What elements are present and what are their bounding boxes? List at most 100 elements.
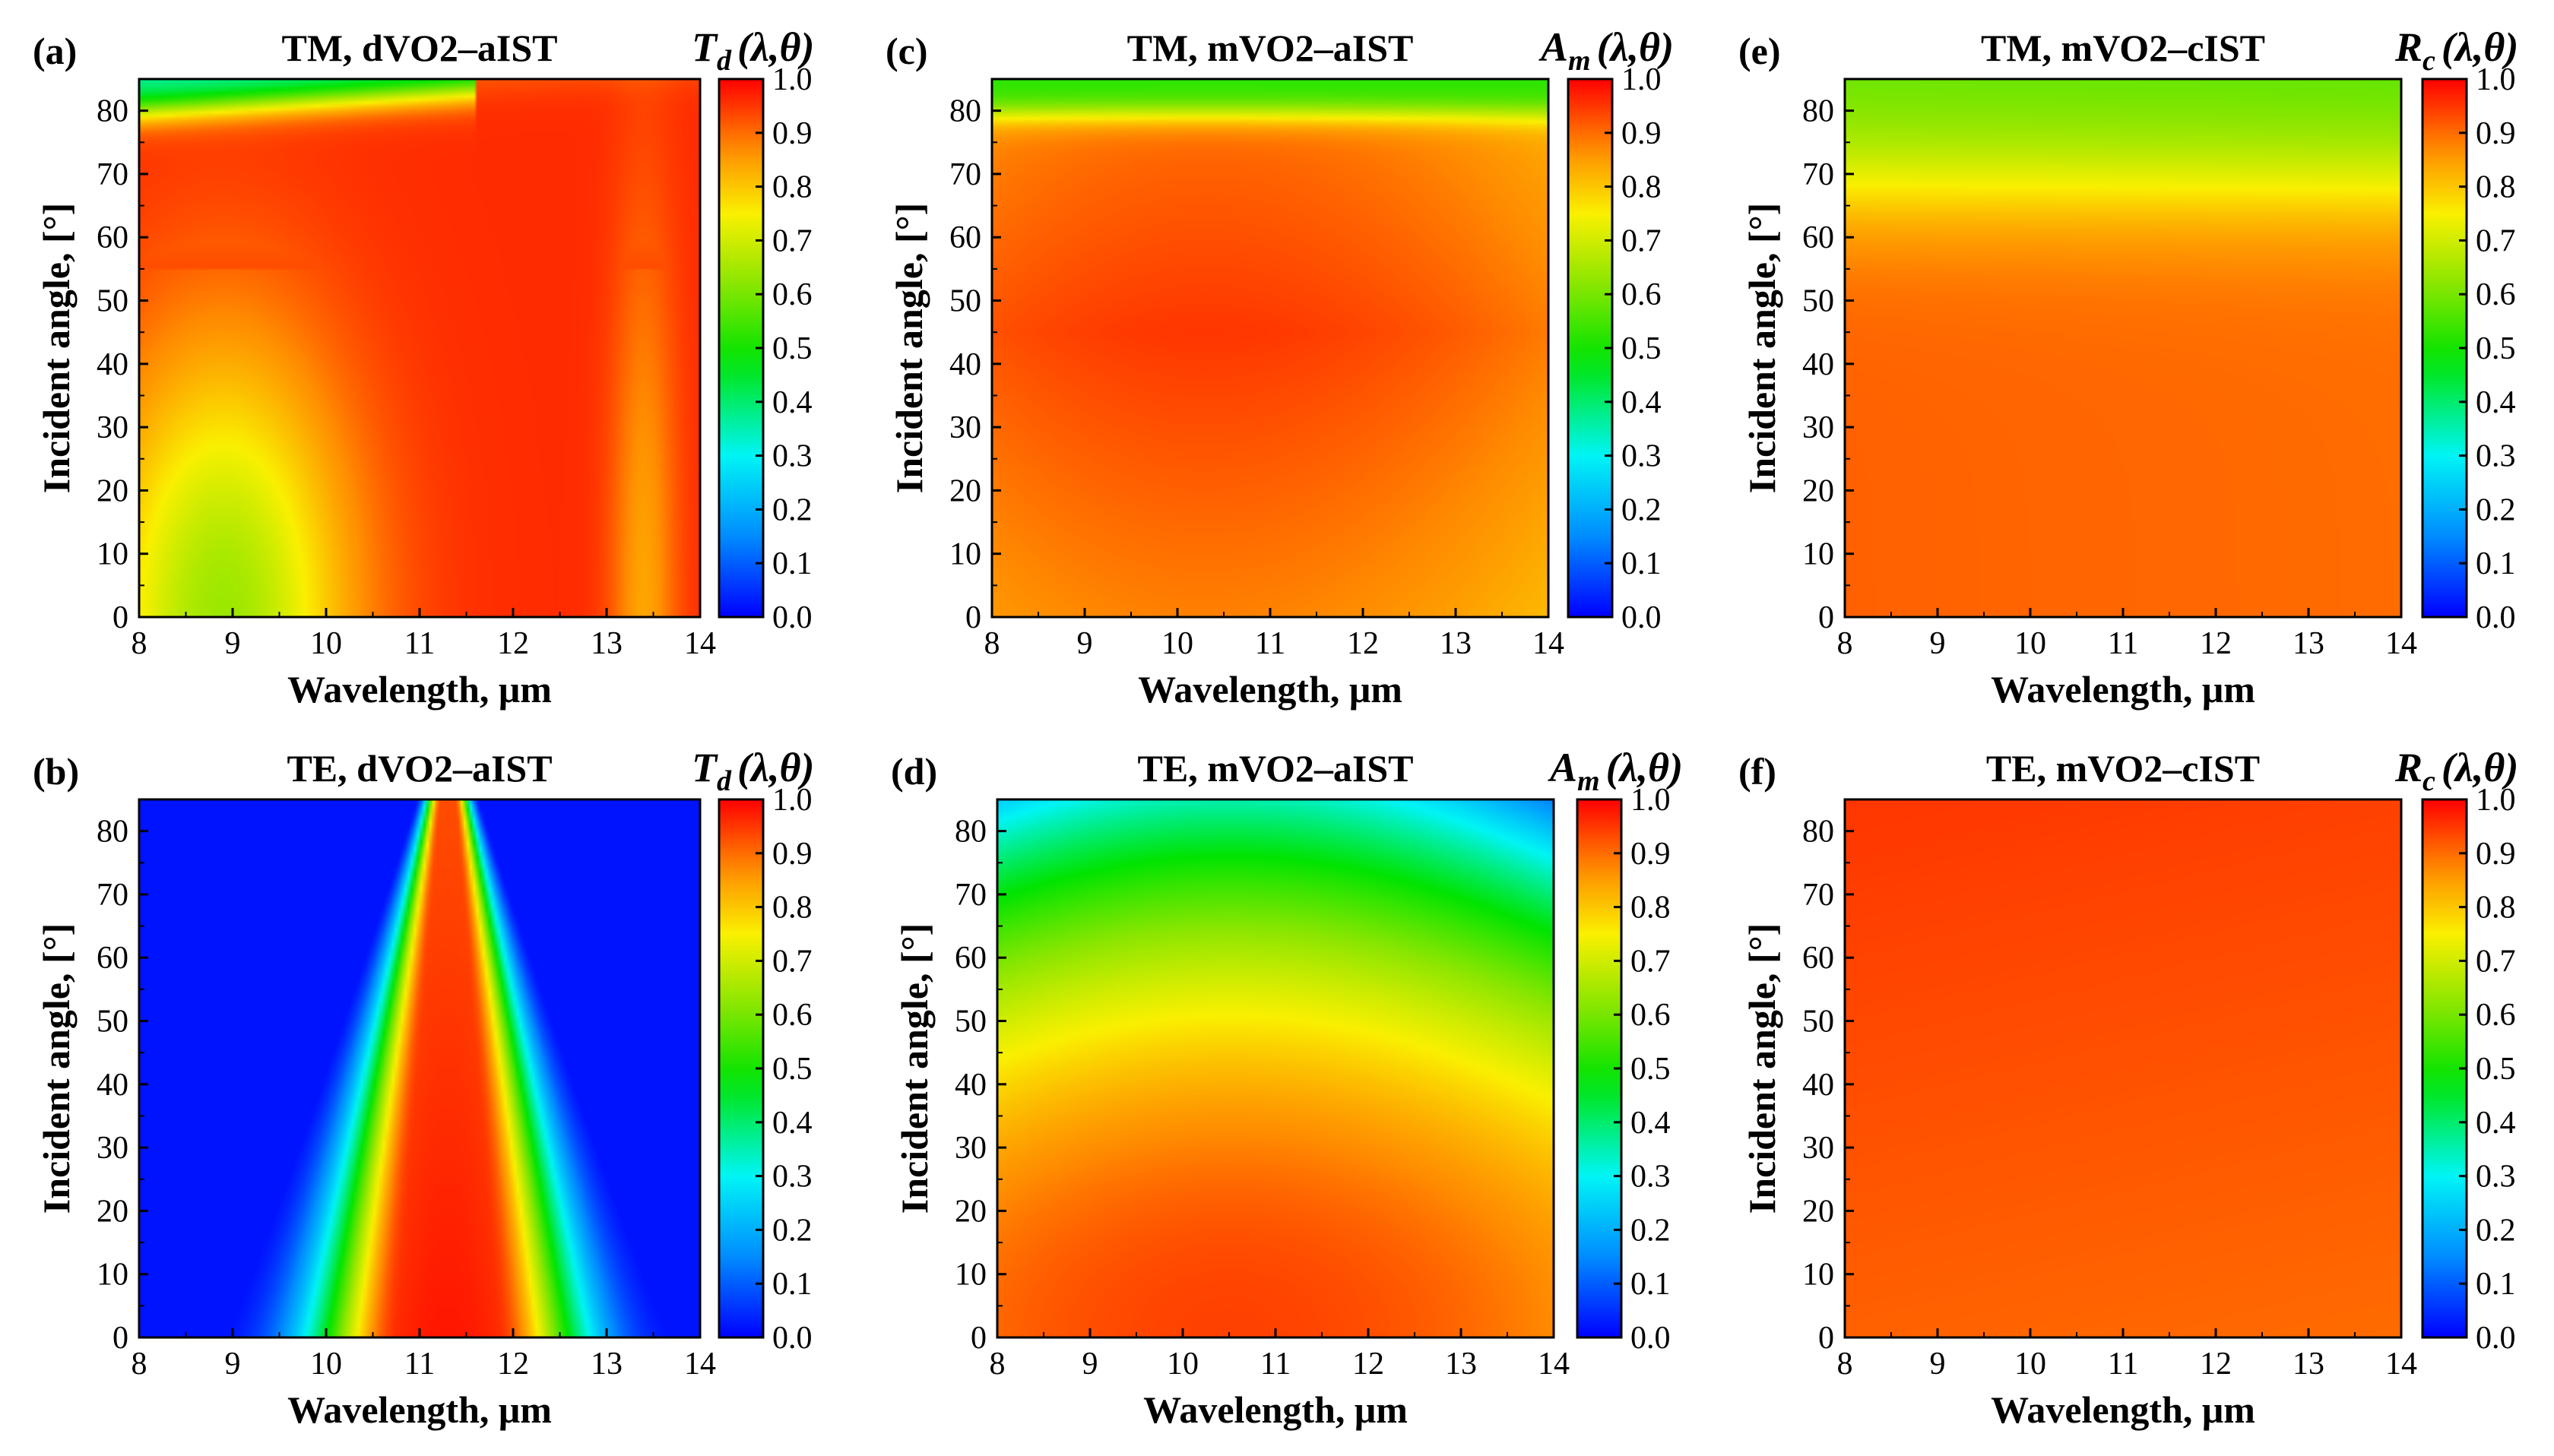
x-tick-label: 9 (1082, 1347, 1098, 1382)
colorbar-tick-label: 1.0 (2476, 783, 2516, 818)
y-axis-label: Incident angle, [°] (35, 923, 78, 1214)
y-tick-label: 50 (97, 1005, 128, 1040)
y-tick-label: 10 (949, 537, 981, 572)
colorbar-tick-label: 0.3 (1621, 439, 1662, 474)
y-tick-label: 10 (97, 537, 128, 572)
x-tick-label: 14 (2385, 1347, 2417, 1382)
colorbar-tick-label: 0.9 (2476, 837, 2516, 872)
panel-a: 8 9 10 11 12 13 14 0 10 20 30 40 50 60 70 80 Wavelength,… (33, 24, 814, 711)
x-axis-label: Wavelength, μm (287, 668, 552, 711)
y-tick-label: 60 (955, 941, 987, 976)
colorbar-tick-label: 0.1 (2476, 1267, 2516, 1302)
colorbar-tick-label: 0.3 (2476, 1160, 2516, 1195)
x-tick-label: 10 (2014, 1347, 2046, 1382)
colorbar-tick-label: 0.6 (2476, 998, 2516, 1033)
y-tick-label: 30 (1802, 410, 1834, 445)
y-tick-label: 0 (112, 1321, 128, 1356)
panel-title: TM, dVO2–aIST (282, 27, 558, 69)
panel-c: 8 9 10 11 12 13 14 0 10 20 30 40 50 60 70 80 Wavelength,… (886, 24, 1674, 711)
y-tick-label: 80 (97, 815, 128, 850)
y-tick-label: 10 (955, 1258, 987, 1293)
heatmap-d (997, 799, 1554, 1337)
x-tick-label: 11 (2108, 1347, 2138, 1382)
colorbar-tick-label: 0.0 (1630, 1321, 1671, 1356)
colorbar-args: (λ,θ) (2442, 745, 2518, 790)
colorbar-tick-label: 0.1 (1621, 546, 1662, 581)
colorbar-args: (λ,θ) (737, 745, 814, 790)
colorbar-args: (λ,θ) (737, 24, 814, 70)
y-axis-label: Incident angle, [°] (35, 203, 78, 494)
colorbar-tick-label: 0.5 (2476, 1052, 2516, 1087)
x-tick-label: 10 (1161, 626, 1193, 661)
colorbar-args: (λ,θ) (1606, 745, 1683, 790)
colorbar-tick-label: 0.7 (2476, 223, 2516, 258)
colorbar-title: Am (λ,θ) (1538, 24, 1674, 77)
colorbar-symbol: T (692, 745, 718, 790)
colorbar-tick-label: 0.2 (772, 492, 813, 527)
colorbar-title: Am (λ,θ) (1548, 745, 1683, 797)
y-tick-label: 60 (949, 220, 981, 255)
y-tick-label: 70 (949, 157, 981, 192)
x-tick-label: 13 (1440, 626, 1472, 661)
x-tick-label: 14 (684, 626, 716, 661)
y-tick-label: 10 (1802, 1258, 1834, 1293)
x-tick-label: 12 (497, 1347, 529, 1382)
panel-label: (a) (33, 30, 77, 72)
colorbar-tick-label: 1.0 (772, 783, 813, 818)
colorbar-subscript: c (2422, 45, 2435, 77)
x-tick-label: 9 (1077, 626, 1093, 661)
colorbar-title: Td (λ,θ) (692, 745, 814, 797)
colorbar-tick-label: 0.6 (772, 998, 813, 1033)
x-axis-label: Wavelength, μm (287, 1388, 552, 1431)
y-tick-label: 30 (949, 410, 981, 445)
colorbar-tick-label: 0.4 (772, 385, 813, 420)
colorbar-tick-label: 0.2 (1621, 492, 1662, 527)
colorbar-tick-label: 0.0 (772, 600, 813, 635)
colorbar-subscript: m (1577, 765, 1600, 797)
x-axis-label: Wavelength, μm (1138, 668, 1402, 711)
heatmap-f (1845, 799, 2401, 1337)
panel-e: 8 9 10 11 12 13 14 0 10 20 30 40 50 60 70 80 Wavelength,… (1738, 24, 2518, 711)
colorbar-tick-label: 0.7 (1630, 944, 1671, 979)
colorbar-tick-label: 0.9 (2476, 116, 2516, 151)
x-tick-label: 14 (1532, 626, 1564, 661)
y-tick-label: 40 (949, 347, 981, 382)
y-tick-label: 40 (1802, 1068, 1834, 1103)
x-tick-label: 13 (2293, 626, 2324, 661)
y-tick-label: 20 (1802, 1194, 1834, 1229)
y-tick-label: 40 (955, 1068, 987, 1103)
colorbar-tick-label: 0.5 (772, 1052, 813, 1087)
x-tick-label: 10 (310, 1347, 342, 1382)
colorbar-subscript: m (1568, 45, 1591, 77)
panel-d: 8 9 10 11 12 13 14 0 10 20 30 40 50 60 70 80 Wavelength,… (891, 745, 1683, 1431)
y-tick-label: 20 (1802, 473, 1834, 508)
panel-b: 8 9 10 11 12 13 14 0 10 20 30 40 50 60 70 80 Wavelength,… (33, 745, 814, 1431)
colorbar-tick-label: 0.5 (1630, 1052, 1671, 1087)
y-tick-label: 20 (97, 1194, 128, 1229)
x-tick-label: 11 (1255, 626, 1285, 661)
colorbar-d (1576, 798, 1623, 1339)
colorbar-tick-label: 0.6 (772, 277, 813, 312)
x-tick-label: 10 (2014, 626, 2046, 661)
x-tick-label: 13 (591, 1347, 623, 1382)
x-tick-label: 14 (2385, 626, 2417, 661)
colorbar-tick-label: 1.0 (2476, 62, 2516, 97)
panel-label: (f) (1738, 750, 1776, 793)
y-tick-label: 80 (949, 94, 981, 129)
colorbar-tick-label: 0.5 (772, 331, 813, 366)
x-tick-label: 12 (1347, 626, 1379, 661)
x-tick-label: 10 (310, 626, 342, 661)
x-tick-label: 11 (2108, 626, 2138, 661)
colorbar-symbol: R (2394, 24, 2422, 70)
y-tick-label: 50 (949, 284, 981, 319)
y-tick-label: 70 (97, 157, 128, 192)
panel-title: TE, dVO2–aIST (287, 747, 552, 790)
colorbar-tick-label: 0.6 (2476, 277, 2516, 312)
colorbar-tick-label: 0.4 (772, 1106, 813, 1141)
heatmap-a (139, 79, 700, 617)
y-tick-label: 80 (955, 815, 987, 850)
y-tick-label: 30 (955, 1131, 987, 1166)
y-tick-label: 60 (97, 941, 128, 976)
colorbar-tick-label: 0.3 (772, 1160, 813, 1195)
